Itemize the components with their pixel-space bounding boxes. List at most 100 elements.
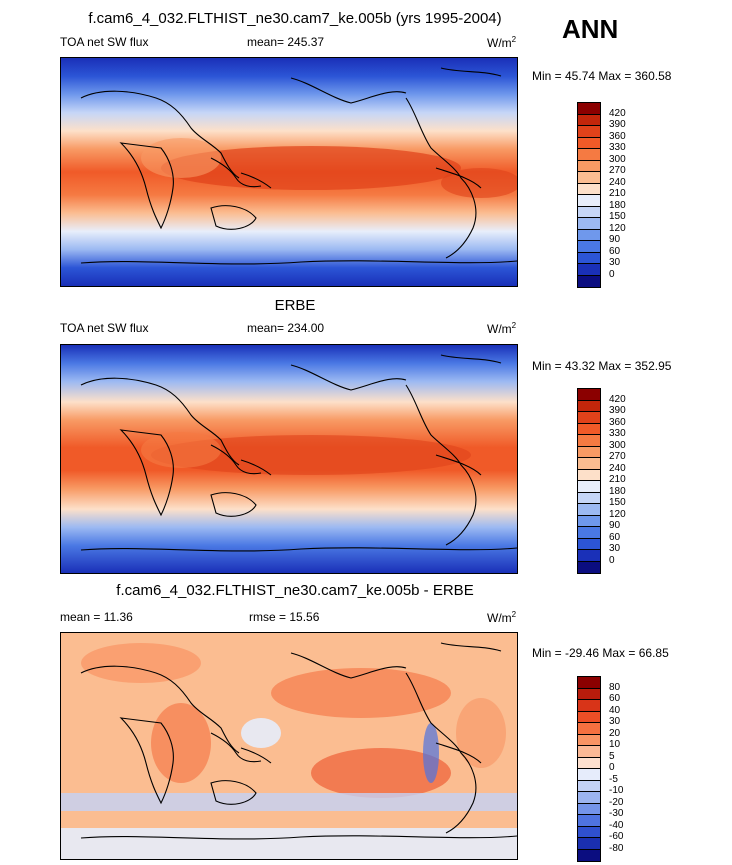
colorbar-segment bbox=[578, 400, 600, 412]
colorbar-segment bbox=[578, 550, 600, 562]
panel1-unit-label: W/m2 bbox=[487, 35, 517, 50]
colorbar-segment bbox=[578, 538, 600, 550]
colorbar-segment bbox=[578, 137, 600, 149]
colorbar-tick-label: -20 bbox=[609, 796, 624, 808]
colorbar-tick-label: 5 bbox=[609, 750, 615, 762]
colorbar-segment bbox=[578, 826, 600, 838]
panel2-variable-label: TOA net SW flux bbox=[60, 321, 149, 335]
colorbar-tick-label: -60 bbox=[609, 831, 624, 842]
colorbar-segment bbox=[578, 504, 600, 516]
panel1-variable-label: TOA net SW flux bbox=[60, 35, 149, 49]
colorbar-segment bbox=[578, 206, 600, 218]
colorbar-segment bbox=[578, 769, 600, 781]
colorbar-segment bbox=[578, 711, 600, 723]
colorbar-segment bbox=[578, 229, 600, 241]
colorbar-tick-label: 240 bbox=[609, 176, 626, 188]
colorbar-tick-label: 30 bbox=[609, 257, 621, 268]
colorbar-segment bbox=[578, 700, 600, 712]
colorbar-segment bbox=[578, 389, 600, 401]
panel2-map bbox=[60, 344, 518, 574]
colorbar-tick-label: 210 bbox=[609, 474, 626, 485]
colorbar-tick-label: 60 bbox=[609, 245, 621, 257]
colorbar-tick-label: 330 bbox=[609, 428, 626, 439]
colorbar-tick-label: -5 bbox=[609, 773, 618, 785]
colorbar-tick-label: 90 bbox=[609, 520, 621, 531]
colorbar-segment bbox=[578, 264, 600, 276]
colorbar-box bbox=[577, 676, 601, 862]
colorbar-segment bbox=[578, 275, 600, 287]
colorbar-segment bbox=[578, 149, 600, 161]
colorbar-tick-label: 270 bbox=[609, 451, 626, 462]
colorbar-segment bbox=[578, 183, 600, 195]
colorbar-tick-label: 60 bbox=[609, 531, 621, 543]
panel1-title: f.cam6_4_032.FLTHIST_ne30.cam7_ke.005b (… bbox=[88, 10, 502, 27]
colorbar-tick-label: 60 bbox=[609, 693, 621, 704]
colorbar-segment bbox=[578, 849, 600, 861]
colorbar-segment bbox=[578, 412, 600, 424]
colorbar-segment bbox=[578, 792, 600, 804]
panel3-mean-label: mean = 11.36 bbox=[60, 610, 133, 624]
colorbar-tick-label: 0 bbox=[609, 762, 615, 773]
colorbar-tick-label: -30 bbox=[609, 808, 624, 819]
panel2-title: ERBE bbox=[274, 297, 316, 314]
colorbar-tick-label: 180 bbox=[609, 199, 626, 211]
colorbar-tick-label: 180 bbox=[609, 485, 626, 497]
panel3-map bbox=[60, 632, 518, 860]
colorbar-segment bbox=[578, 780, 600, 792]
panel1-map bbox=[60, 57, 518, 287]
panel3-title: f.cam6_4_032.FLTHIST_ne30.cam7_ke.005b -… bbox=[116, 582, 474, 599]
colorbar-tick-label: 300 bbox=[609, 439, 626, 451]
colorbar-tick-label: 420 bbox=[609, 393, 626, 405]
colorbar-tick-label: 120 bbox=[609, 508, 626, 520]
colorbar-segment bbox=[578, 172, 600, 184]
colorbar-tick-label: 390 bbox=[609, 405, 626, 416]
colorbar-segment bbox=[578, 815, 600, 827]
colorbar-segment bbox=[578, 195, 600, 207]
colorbar-tick-label: 150 bbox=[609, 497, 626, 508]
panel1-mean-label: mean= 245.37 bbox=[247, 35, 325, 49]
colorbar-tick-label: 90 bbox=[609, 234, 621, 245]
panel2-minmax-label: Min = 43.32 Max = 352.95 bbox=[532, 359, 672, 373]
season-label: ANN bbox=[562, 14, 619, 44]
colorbar-tick-label: 360 bbox=[609, 130, 626, 142]
colorbar-segment bbox=[578, 241, 600, 253]
colorbar-segment bbox=[578, 218, 600, 230]
colorbar-segment bbox=[578, 469, 600, 481]
colorbar-segment bbox=[578, 458, 600, 470]
colorbar-tick-label: -80 bbox=[609, 842, 624, 854]
colorbar-tick-label: 360 bbox=[609, 416, 626, 428]
colorbar-segment bbox=[578, 160, 600, 172]
colorbar-segment bbox=[578, 688, 600, 700]
panel2-unit-label: W/m2 bbox=[487, 321, 517, 336]
colorbar-tick-label: 270 bbox=[609, 165, 626, 176]
colorbar-segment bbox=[578, 527, 600, 539]
colorbar-segment bbox=[578, 423, 600, 435]
colorbar-segment bbox=[578, 252, 600, 264]
colorbar-tick-label: -40 bbox=[609, 819, 624, 831]
colorbar-segment bbox=[578, 677, 600, 689]
colorbar-tick-label: 30 bbox=[609, 716, 621, 727]
colorbar-tick-label: -10 bbox=[609, 785, 624, 796]
colorbar-segment bbox=[578, 492, 600, 504]
colorbar-segment bbox=[578, 515, 600, 527]
colorbar-tick-label: 210 bbox=[609, 188, 626, 199]
colorbar-segment bbox=[578, 126, 600, 138]
colorbar-segment bbox=[578, 481, 600, 493]
colorbar-tick-label: 390 bbox=[609, 119, 626, 130]
colorbar-segment bbox=[578, 561, 600, 573]
colorbar-tick-label: 300 bbox=[609, 153, 626, 165]
panel3-rmse-label: rmse = 15.56 bbox=[249, 610, 320, 624]
colorbar-tick-label: 120 bbox=[609, 222, 626, 234]
colorbar-segment bbox=[578, 746, 600, 758]
colorbar-segment bbox=[578, 103, 600, 115]
colorbar-box bbox=[577, 388, 601, 574]
colorbar-segment bbox=[578, 435, 600, 447]
colorbar-tick-label: 420 bbox=[609, 107, 626, 119]
colorbar-box bbox=[577, 102, 601, 288]
colorbar-tick-label: 240 bbox=[609, 462, 626, 474]
colorbar-tick-label: 150 bbox=[609, 211, 626, 222]
colorbar-tick-label: 80 bbox=[609, 681, 621, 693]
colorbar-segment bbox=[578, 114, 600, 126]
colorbar-segment bbox=[578, 803, 600, 815]
panel2-mean-label: mean= 234.00 bbox=[247, 321, 325, 335]
